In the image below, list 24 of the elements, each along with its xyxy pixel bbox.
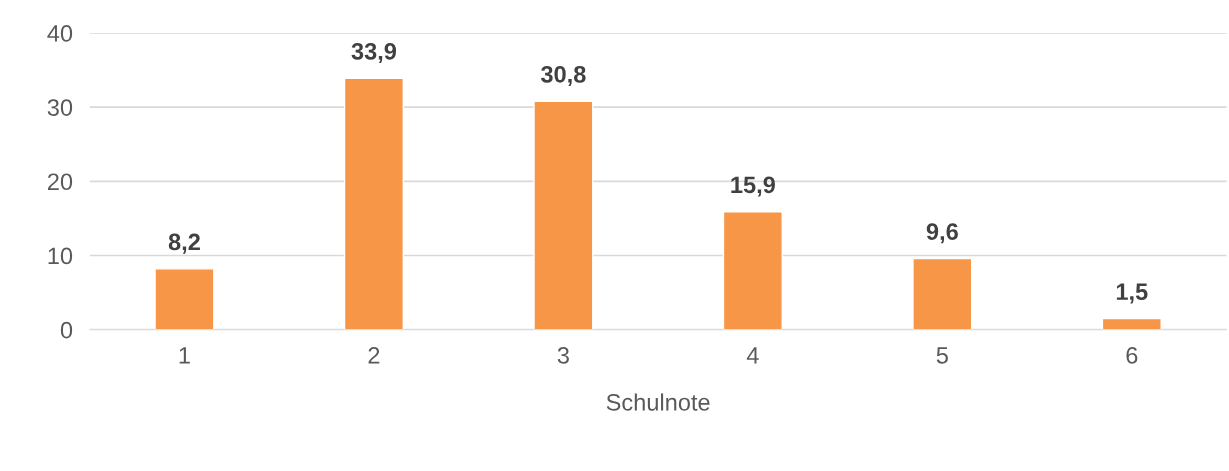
y-tick-label: 0 (60, 321, 73, 339)
y-tick-label: 40 (47, 25, 73, 42)
bar (722, 211, 783, 330)
y-tick-label: 30 (47, 99, 73, 116)
x-tick-label: 5 (936, 347, 948, 364)
x-axis-title: Schulnote (606, 393, 710, 411)
x-tick-label: 6 (1126, 346, 1138, 364)
y-tick-label: 10 (48, 247, 73, 265)
x-tick-label: 4 (746, 347, 759, 364)
data-label: 15,9 (731, 176, 775, 197)
data-label: 33,9 (351, 42, 397, 64)
bar (533, 100, 594, 330)
data-label: 8,2 (168, 233, 200, 254)
bar (912, 257, 973, 330)
bar (1101, 317, 1162, 330)
x-tick-label: 1 (179, 347, 190, 364)
x-tick-label: 2 (368, 346, 380, 364)
bar (154, 268, 215, 330)
data-label: 1,5 (1116, 283, 1148, 304)
bar (343, 77, 404, 330)
x-tick-label: 3 (557, 346, 569, 364)
data-label: 9,6 (926, 223, 958, 244)
y-tick-label: 20 (47, 173, 73, 191)
data-label: 30,8 (540, 65, 586, 87)
